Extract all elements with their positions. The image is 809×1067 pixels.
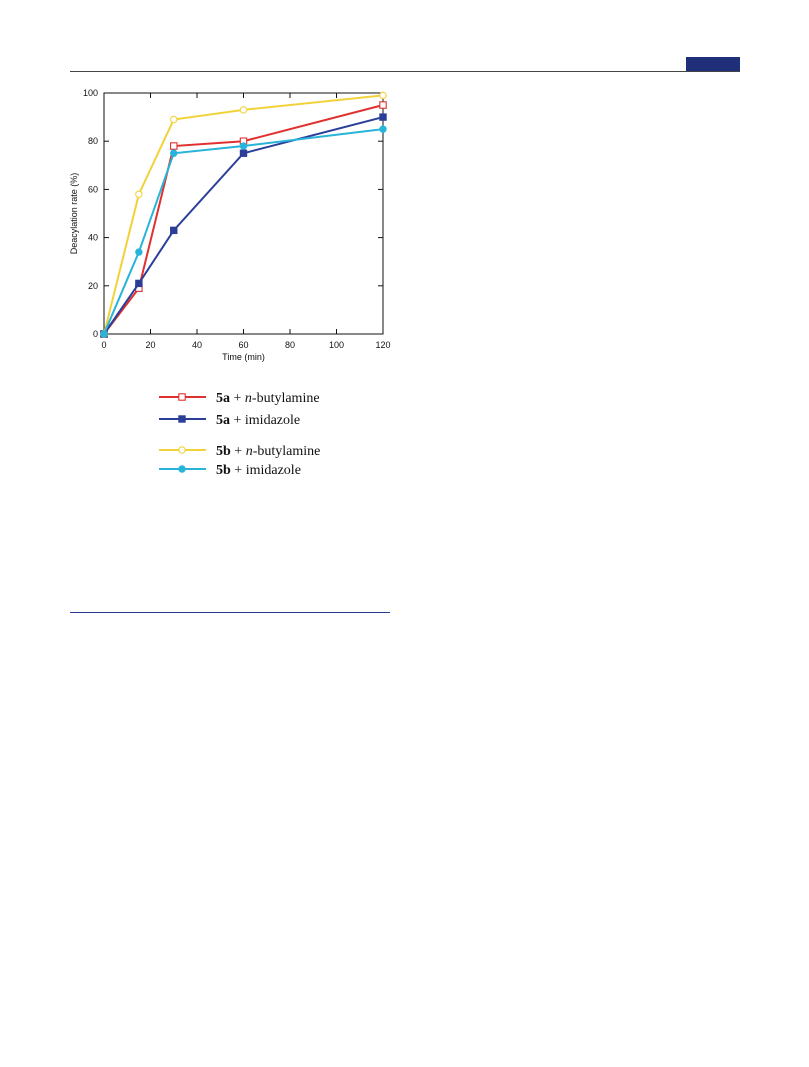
header-rule — [70, 71, 740, 72]
legend-label: 5a + n-butylamine — [216, 391, 320, 406]
data-point-s4 — [135, 248, 143, 256]
legend-compound: 5b — [216, 444, 231, 459]
legend-swatch-marker — [178, 465, 186, 473]
legend-entry-s4: 5b + imidazole — [159, 463, 301, 478]
legend-plus: + — [231, 444, 246, 459]
legend-swatch-marker — [178, 393, 186, 401]
legend-label: 5a + imidazole — [216, 413, 300, 428]
data-point-s3 — [170, 115, 178, 124]
data-point-s2 — [135, 279, 143, 288]
plot-frame — [103, 92, 384, 335]
legend-swatch-marker — [178, 415, 186, 423]
x-tick-label: 60 — [238, 340, 248, 350]
legend-entry-s2: 5a + imidazole — [159, 413, 300, 428]
series-line-s3 — [103, 94, 384, 335]
legend-compound: 5a — [216, 391, 230, 406]
data-point-s4 — [170, 149, 178, 157]
legend-compound: 5b — [216, 463, 231, 478]
legend-compound: 5a — [216, 413, 230, 428]
series-s1 — [100, 101, 387, 338]
legend-reagent: -butylamine — [253, 444, 321, 459]
legend-reagent-italic: n — [245, 391, 252, 406]
y-tick-label: 60 — [88, 184, 98, 194]
data-point-s4 — [100, 330, 108, 338]
data-point-s1 — [170, 142, 178, 150]
data-point-s3 — [379, 91, 387, 100]
legend-swatch-marker — [178, 446, 186, 454]
x-tick-label: 0 — [101, 340, 106, 350]
legend-reagent: imidazole — [245, 413, 300, 428]
series-s3 — [100, 91, 387, 338]
data-point-s3 — [239, 106, 248, 114]
y-tick-label: 100 — [83, 88, 98, 98]
data-point-s3 — [135, 190, 143, 198]
legend-plus: + — [230, 391, 245, 406]
series-s4 — [100, 125, 387, 338]
footer-rule — [70, 612, 390, 613]
legend-reagent: imidazole — [246, 463, 301, 478]
series-layer — [100, 91, 387, 338]
data-point-s2 — [379, 113, 387, 121]
legend-reagent: -butylamine — [252, 391, 320, 406]
legend-entry-s1: 5a + n-butylamine — [159, 391, 320, 406]
x-tick-label: 20 — [145, 340, 155, 350]
legend-entry-s3: 5b + n-butylamine — [159, 444, 320, 459]
legend-plus: + — [230, 413, 245, 428]
x-tick-label: 40 — [192, 340, 202, 350]
page-corner-tab — [686, 57, 740, 71]
legend-label: 5b + imidazole — [216, 463, 301, 478]
legend-reagent-italic: n — [246, 444, 253, 459]
axis-ticks: 0 20 40 60 80 100 120 0 20 40 60 80 100 — [83, 88, 391, 350]
data-point-s2 — [239, 149, 248, 157]
data-point-s4 — [379, 125, 387, 133]
data-point-s4 — [239, 142, 248, 150]
x-tick-label: 80 — [285, 340, 295, 350]
y-tick-label: 40 — [88, 233, 98, 243]
series-line-s4 — [103, 128, 384, 335]
data-point-s1 — [379, 101, 387, 109]
legend-plus: + — [231, 463, 246, 478]
y-tick-label: 80 — [88, 136, 98, 146]
x-axis-label: Time (min) — [222, 352, 265, 362]
x-tick-label: 120 — [375, 340, 390, 350]
plot-border — [103, 92, 384, 335]
data-point-s2 — [170, 226, 178, 235]
y-tick-label: 0 — [93, 329, 98, 339]
y-axis-label: Deacylation rate (%) — [69, 173, 79, 255]
legend-label: 5b + n-butylamine — [216, 444, 320, 459]
x-tick-label: 100 — [329, 340, 344, 350]
y-tick-label: 20 — [88, 281, 98, 291]
